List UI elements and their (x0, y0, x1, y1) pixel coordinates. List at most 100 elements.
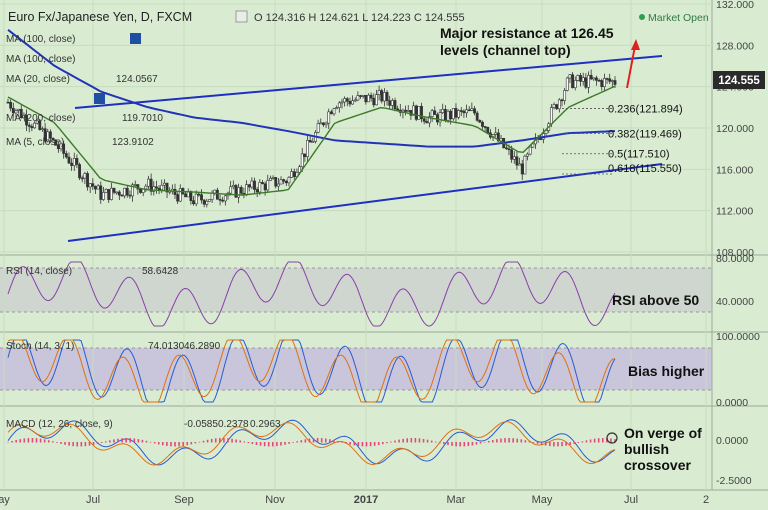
candle-body (192, 200, 195, 205)
candle-body (104, 189, 108, 193)
rsi-label[interactable]: RSI (14, close) (6, 266, 72, 277)
candle-body (72, 158, 76, 166)
candle-body (83, 173, 87, 179)
candle-body (425, 121, 429, 124)
price-axis: 132.000128.000124.000120.000116.000112.0… (716, 0, 754, 259)
legend-ma200-faint: MA (100, close) (6, 54, 75, 65)
time-tick-label: Jul (86, 494, 100, 506)
candle-body (539, 138, 543, 140)
candle-body (78, 164, 81, 179)
symbol-title: Euro Fx/Japanese Yen, D, FXCM (8, 10, 192, 24)
macd-histogram-bar (125, 438, 127, 443)
candle-body (446, 110, 450, 121)
candle-body (369, 94, 373, 99)
time-axis: ay Jul Sep Nov 2017 Mar May Jul 2 (0, 494, 709, 506)
macd-histogram-bar (117, 438, 119, 443)
macd-histogram-bar (206, 439, 209, 443)
macd-histogram-bar (341, 442, 343, 443)
candle-body (176, 194, 180, 202)
time-tick-label: 2 (703, 494, 709, 506)
candle-body (292, 171, 296, 178)
candle-body (221, 199, 225, 202)
candle-body (481, 121, 484, 127)
macd-histogram-bar (312, 438, 315, 443)
macd-histogram-bar (178, 442, 180, 447)
macd-histogram-bar (406, 438, 409, 443)
candle-body (478, 120, 482, 123)
macd-histogram-bar (227, 438, 229, 443)
legend-ma200[interactable]: MA (200, close) (6, 113, 75, 124)
candle-body (335, 107, 339, 109)
macd-histogram-bar (430, 440, 433, 443)
candle-body (563, 90, 567, 101)
candle-body (364, 95, 368, 103)
candle-body (239, 187, 243, 194)
candle-body (258, 182, 262, 193)
macd-histogram-bar (292, 442, 294, 443)
candle-body (483, 126, 487, 128)
macd-histogram-bar (491, 439, 494, 443)
candle-body (433, 110, 437, 115)
candle-body (518, 163, 521, 166)
rsi-value: 58.6428 (142, 266, 179, 277)
candle-body (56, 145, 60, 150)
candle-body (600, 80, 604, 88)
candle-body (160, 184, 164, 191)
candle-body (49, 131, 52, 139)
macd-histogram-bar (475, 442, 478, 445)
macd-histogram-bar (601, 438, 604, 443)
legend-ma20[interactable]: MA (20, close) (6, 74, 70, 85)
candle-body (67, 156, 71, 164)
legend-ma100-eye-icon[interactable] (130, 33, 141, 44)
channel-bottom-line (67, 163, 663, 242)
macd-histogram-bar (589, 439, 592, 443)
macd-histogram-bar (540, 442, 543, 445)
macd-histogram-bar (255, 442, 258, 445)
macd-histogram-bar (88, 442, 91, 446)
macd-histogram-bar (231, 438, 233, 443)
ma20-line (7, 85, 616, 196)
candle-body (279, 179, 283, 185)
last-price-value: 124.555 (718, 75, 760, 87)
candle-body (41, 128, 44, 131)
candle-body (555, 104, 559, 110)
candle-body (231, 185, 235, 188)
macd-tick-label: 0.0000 (716, 435, 748, 447)
macd-histogram-bar (149, 441, 152, 443)
candle-body (109, 187, 113, 200)
candle-body (412, 105, 415, 116)
macd-histogram-bar (113, 439, 115, 443)
macd-label[interactable]: MACD (12, 26, close, 9) (6, 419, 113, 430)
macd-histogram-bar (553, 442, 555, 447)
candle-body (17, 108, 21, 111)
fibonacci-levels: 0.236(121.894) 0.382(119.469) 0.5(117.510)… (562, 103, 683, 175)
legend-eye-icon[interactable] (94, 93, 105, 104)
candle-body (30, 126, 34, 129)
macd-histogram-bar (394, 440, 396, 443)
macd-histogram-bar (267, 442, 270, 447)
macd-histogram-bar (157, 442, 160, 445)
candle-body (64, 153, 68, 158)
macd-histogram-bar (536, 442, 539, 444)
stoch-label[interactable]: Stoch (14, 3, 1) (6, 341, 74, 352)
candle-body (396, 108, 400, 111)
rsi-tick-label: 40.0000 (716, 296, 754, 308)
macd-histogram-bar (365, 442, 368, 447)
macd-histogram-bar (219, 438, 221, 443)
legend-ma100[interactable]: MA (100, close) (6, 34, 75, 45)
candle-body (202, 199, 206, 205)
macd-histogram-bar (182, 442, 184, 446)
ohlc-readout: O 124.316 H 124.621 L 124.223 C 124.555 (254, 12, 465, 24)
candle-body (51, 137, 55, 141)
candle-body (80, 177, 84, 180)
candle-body (86, 173, 89, 188)
candle-body (131, 184, 134, 197)
candle-body (467, 109, 471, 112)
macd-histogram-bar (145, 440, 148, 443)
arrow-up-icon (626, 45, 636, 89)
fib-label: 0.618(115.550) (608, 163, 682, 175)
candle-body (560, 99, 564, 102)
legend-ma5[interactable]: MA (5, close) (6, 137, 64, 148)
candle-body (218, 199, 222, 201)
header-settings-icon[interactable] (235, 10, 248, 23)
